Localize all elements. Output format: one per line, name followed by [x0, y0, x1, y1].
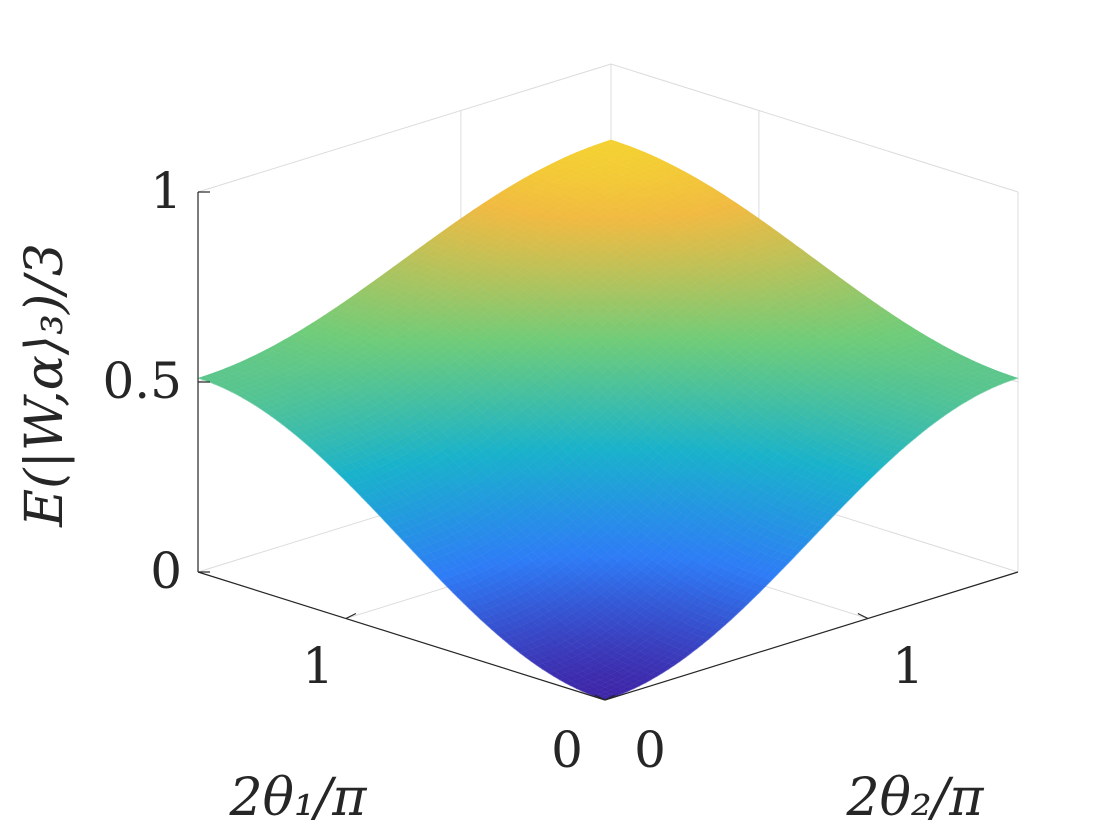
- grid-line-z-back-2: [197, 63, 612, 193]
- grid-line-z-right-2: [610, 63, 1019, 193]
- surface-mesh: [197, 139, 1019, 701]
